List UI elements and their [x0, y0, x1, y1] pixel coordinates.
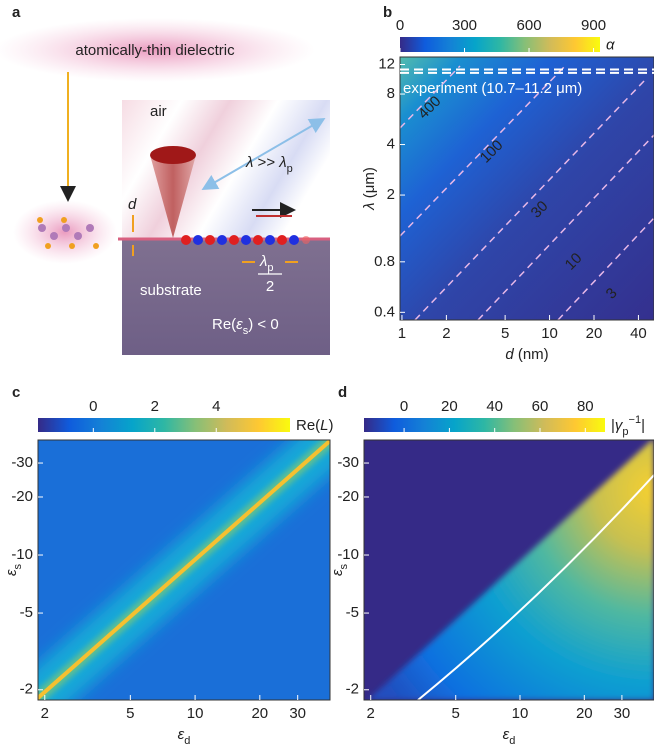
- colorbar-label-part: α: [606, 36, 615, 53]
- y-tick-label: -20: [337, 488, 359, 505]
- x-tick-label: 2: [442, 325, 450, 342]
- half-denominator: 2: [266, 278, 274, 295]
- wavelength-relation-part: p: [287, 163, 293, 175]
- x-tick-label: 1: [398, 325, 406, 342]
- figure: aatomically-thin dielectricairλ >> λpdλp…: [0, 0, 654, 749]
- heatmap-c: [30, 432, 340, 705]
- x-axis-label: εd: [178, 726, 191, 747]
- y-tick-label: 12: [378, 55, 395, 72]
- colorbar-label: Re(L): [296, 417, 334, 434]
- x-tick-label: 5: [501, 325, 509, 342]
- panel-label: b: [383, 4, 392, 21]
- y-axis-label: λ (μm): [361, 167, 378, 211]
- y-axis-label-part: (μm): [361, 167, 378, 202]
- y-axis-label: εs: [329, 563, 350, 576]
- heatmap-d: [364, 438, 654, 700]
- colorbar-label-part: −1: [629, 414, 642, 426]
- x-tick-label: 2: [41, 705, 49, 722]
- colorbar-label-part: L: [320, 417, 328, 434]
- x-tick-label: 20: [251, 705, 268, 722]
- condition-label-part: Re(: [212, 316, 236, 333]
- colorbar-tick-label: 0: [396, 17, 404, 34]
- colorbar-tick-label: 600: [517, 17, 542, 34]
- y-axis-label-part: λ: [361, 202, 378, 210]
- x-tick-label: 30: [614, 705, 631, 722]
- colorbar-tick-label: 0: [400, 398, 408, 415]
- thickness-label-part: d: [128, 196, 137, 213]
- panel-label: d: [338, 384, 347, 401]
- y-tick-label: -5: [346, 604, 359, 621]
- region-label: air: [150, 103, 167, 120]
- material-label: atomically-thin dielectric: [75, 42, 235, 59]
- half-wavelength-label-part: p: [267, 262, 273, 274]
- colorbar-tick-label: 0: [89, 398, 97, 415]
- panel-label: a: [12, 4, 21, 21]
- x-axis-label-part: d: [509, 735, 515, 747]
- colorbar-tick-label: 4: [212, 398, 220, 415]
- wavelength-relation-part: λ: [245, 154, 253, 171]
- colorbar-label: α: [606, 36, 615, 53]
- panel-label: c: [12, 384, 20, 401]
- x-axis-label: d (nm): [505, 346, 548, 363]
- y-tick-label: 0.8: [374, 253, 395, 270]
- x-axis-label: εd: [503, 726, 516, 747]
- colorbar: [38, 418, 290, 432]
- colorbar: [400, 37, 600, 52]
- y-tick-label: -30: [337, 454, 359, 471]
- y-axis-label-part: s: [12, 563, 24, 569]
- colorbar-label-part: |: [641, 417, 645, 434]
- y-tick-label: -30: [11, 454, 33, 471]
- colorbar-tick-label: 300: [452, 17, 477, 34]
- panel-a-diagram: [0, 18, 330, 355]
- y-axis-label: εs: [3, 563, 24, 576]
- y-axis-label-part: s: [338, 563, 350, 569]
- x-axis-label-part: (nm): [514, 346, 549, 363]
- colorbar-label: |γp−1|: [611, 414, 645, 438]
- region-label: substrate: [140, 282, 202, 299]
- x-axis-label-part: d: [184, 735, 190, 747]
- x-tick-label: 5: [452, 705, 460, 722]
- colorbar-tick-label: 20: [441, 398, 458, 415]
- wavelength-relation-part: λ: [278, 154, 286, 171]
- x-tick-label: 20: [576, 705, 593, 722]
- half-wavelength-label-part: λ: [259, 253, 267, 270]
- y-tick-label: -2: [346, 681, 359, 698]
- colorbar-tick-label: 2: [151, 398, 159, 415]
- y-tick-label: -10: [11, 546, 33, 563]
- x-tick-label: 10: [187, 705, 204, 722]
- y-tick-label: 8: [387, 85, 395, 102]
- colorbar: [364, 418, 605, 432]
- wavelength-relation-part: >>: [253, 154, 279, 171]
- y-tick-label: 0.4: [374, 303, 395, 320]
- x-tick-label: 10: [512, 705, 529, 722]
- y-tick-label: 2: [387, 186, 395, 203]
- y-tick-label: 4: [387, 136, 395, 153]
- x-tick-label: 30: [289, 705, 306, 722]
- colorbar-tick-label: 60: [532, 398, 549, 415]
- y-tick-label: -20: [11, 488, 33, 505]
- colorbar-tick-label: 900: [581, 17, 606, 34]
- x-tick-label: 5: [126, 705, 134, 722]
- colorbar-tick-label: 80: [577, 398, 594, 415]
- x-tick-label: 10: [541, 325, 558, 342]
- y-tick-label: -5: [20, 604, 33, 621]
- colorbar-label-part: ): [329, 417, 334, 434]
- x-tick-label: 40: [630, 325, 647, 342]
- colorbar-label-part: p: [622, 426, 628, 438]
- x-tick-label: 2: [367, 705, 375, 722]
- y-tick-label: -2: [20, 681, 33, 698]
- x-tick-label: 20: [586, 325, 603, 342]
- colorbar-tick-label: 40: [486, 398, 503, 415]
- condition-label-part: ) < 0: [248, 316, 278, 333]
- y-tick-label: -10: [337, 546, 359, 563]
- colorbar-label-part: Re(: [296, 417, 320, 434]
- thickness-label: d: [128, 196, 137, 213]
